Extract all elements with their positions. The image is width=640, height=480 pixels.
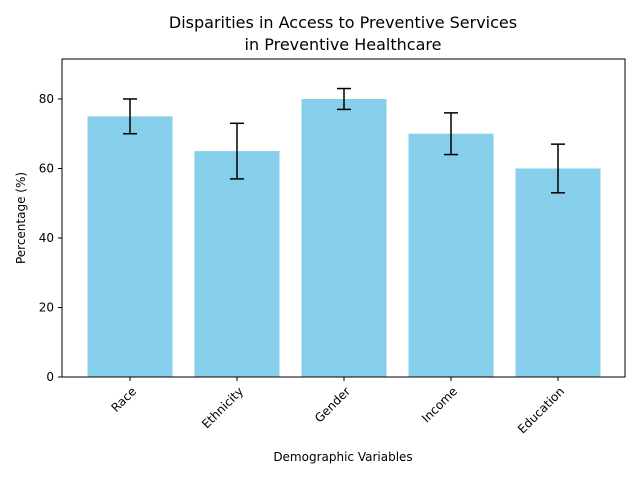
x-tick-label-ethnicity: Ethnicity xyxy=(199,384,246,431)
error-bar-gender xyxy=(337,87,351,111)
x-tick-label-race: Race xyxy=(108,384,139,415)
error-bar-ethnicity xyxy=(230,122,244,180)
x-axis-label: Demographic Variables xyxy=(273,450,412,464)
error-bar-race xyxy=(123,98,137,135)
y-tick-label: 80 xyxy=(39,92,54,106)
error-bars-group xyxy=(123,87,565,194)
error-bar-income xyxy=(444,112,458,156)
chart-title-line-1: Disparities in Access to Preventive Serv… xyxy=(169,13,517,32)
x-tick-label-education: Education xyxy=(515,384,567,436)
y-tick-label: 20 xyxy=(39,300,54,314)
bar-education xyxy=(515,168,601,377)
error-bar-education xyxy=(551,143,565,194)
y-tick-label: 60 xyxy=(39,161,54,175)
bar-ethnicity xyxy=(194,151,280,377)
y-axis-label: Percentage (%) xyxy=(14,172,28,264)
bar-income xyxy=(408,133,494,377)
chart-title-line-2: in Preventive Healthcare xyxy=(245,35,442,54)
x-axis-ticks: Race Ethnicity Gender Income Education xyxy=(108,377,567,436)
y-tick-label: 40 xyxy=(39,231,54,245)
bar-gender xyxy=(301,98,387,377)
bar-race xyxy=(87,116,173,377)
y-tick-label: 0 xyxy=(46,370,54,384)
bars-group xyxy=(87,98,601,377)
y-axis-ticks: 0 20 40 60 80 xyxy=(39,92,62,384)
x-tick-label-income: Income xyxy=(419,384,460,425)
x-tick-label-gender: Gender xyxy=(312,384,353,425)
